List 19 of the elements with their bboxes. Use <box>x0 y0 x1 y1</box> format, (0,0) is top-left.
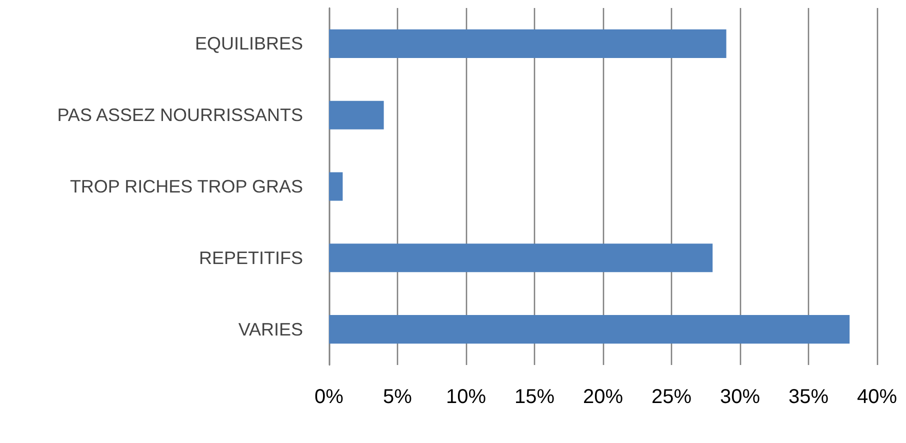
y-tick-label: EQUILIBRES <box>194 34 303 54</box>
x-tick-label: 30% <box>720 386 760 408</box>
x-tick-label: 25% <box>651 386 692 408</box>
x-tick-label: 15% <box>514 386 555 408</box>
x-tick-label: 10% <box>446 386 486 408</box>
bar <box>329 244 713 272</box>
x-tick-label: 5% <box>383 386 412 408</box>
y-tick-label: REPETITIFS <box>198 248 303 268</box>
y-tick-label: PAS ASSEZ NOURRISSANTS <box>57 105 303 126</box>
bar <box>329 100 384 130</box>
bar <box>329 172 343 201</box>
y-tick-label: TROP RICHES TROP GRAS <box>70 176 303 196</box>
x-tick-label: 35% <box>788 386 829 408</box>
bar <box>329 315 850 344</box>
bar <box>329 29 726 58</box>
x-tick-label: 0% <box>314 386 344 408</box>
y-tick-label: VARIES <box>238 319 303 340</box>
x-tick-label: 20% <box>582 386 624 408</box>
x-tick-label: 40% <box>856 386 898 408</box>
